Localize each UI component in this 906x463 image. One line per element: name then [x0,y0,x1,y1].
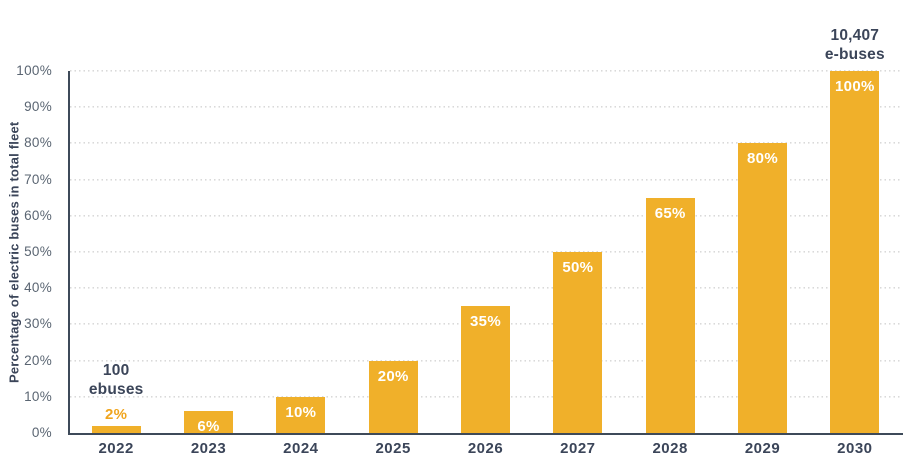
y-axis-line [68,71,70,435]
bar-2030: 100% [830,71,880,433]
bar-2022: 2% [91,406,141,433]
gridline-100 [70,70,901,72]
annotation-line: 100 [102,361,130,379]
x-tick-label-2029: 2029 [744,440,781,457]
bar-value-label-2022: 2% [105,405,128,423]
y-tick-label-40: 40% [24,280,52,296]
annotation-line: e-buses [824,46,885,63]
bar-2027: 50% [553,252,603,433]
y-tick-label-20: 20% [24,352,52,368]
x-tick-label-2025: 2025 [375,440,411,457]
bar-2023: 6% [184,411,233,436]
bar-value-label-2030: 100% [835,78,875,95]
bar-2028: 65% [645,197,695,433]
annotation-2030: 10,407 e-buses [825,26,885,64]
y-tick-label-70: 70% [24,171,52,187]
bar-value-label-2025: 20% [377,367,409,385]
bar-2029: 80% [738,143,787,433]
gridline-80 [70,142,901,145]
annotation-2022: 100 ebuses [89,361,144,399]
x-tick-label-2024: 2024 [283,440,319,457]
bar-value-label-2023: 6% [197,418,220,436]
bar-value-label-2024: 10% [285,403,317,421]
bar-2026: 35% [461,306,510,433]
bar-value-label-2028: 65% [654,204,686,222]
gridline-70 [70,178,901,181]
y-tick-label-30: 30% [24,316,52,332]
bar-value-label-2029: 80% [747,150,778,168]
x-axis-line [68,433,903,435]
x-axis-labels: 2022 2023 2024 2025 2026 2027 2028 2029 2030 [70,440,901,460]
x-tick-label-2022: 2022 [98,440,134,457]
x-tick-label-2030: 2030 [837,440,873,457]
y-tick-label-10: 10% [24,388,52,404]
x-tick-label-2027: 2027 [560,440,596,457]
y-tick-label-90: 90% [24,99,52,115]
x-tick-label-2026: 2026 [467,440,504,457]
gridline-40 [70,287,901,290]
gridline-60 [70,214,901,217]
x-tick-label-2023: 2023 [190,440,227,457]
plot-area: 2% 6% 10% 20% 35% 50% 65% 80% 100% 100 ebuses 10,40… [70,27,901,436]
bar-2025: 20% [368,360,418,433]
y-tick-label-50: 50% [24,244,52,259]
bar-value-label-2027: 50% [562,259,594,276]
bar-value-label-2026: 35% [470,313,501,331]
gridline-50 [70,251,901,253]
y-tick-label-0: 0% [31,425,52,440]
bar-2024: 10% [276,396,326,433]
y-axis-ticks: 0% 10% 20% 30% 40% 50% 60% 70% 80% 90% 100% [0,63,60,440]
gridline-90 [70,106,901,109]
annotation-line: 10,407 [830,27,880,44]
y-tick-label-100: 100% [16,63,52,78]
y-tick-label-80: 80% [24,135,52,151]
x-tick-label-2028: 2028 [652,440,688,457]
y-tick-label-60: 60% [24,207,52,223]
annotation-line: ebuses [88,380,144,398]
